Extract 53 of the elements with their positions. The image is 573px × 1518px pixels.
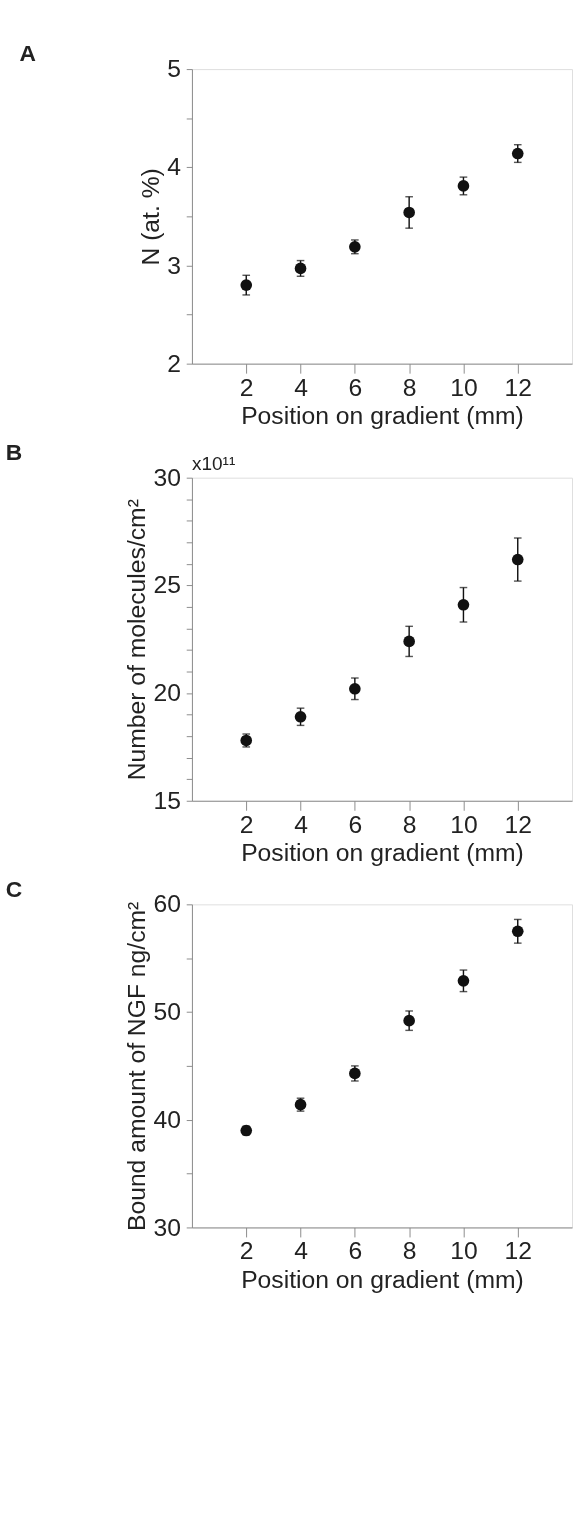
point bbox=[403, 1014, 415, 1027]
y-axis-title: N (at. %) bbox=[136, 168, 164, 266]
y-tick-label: 30 bbox=[153, 1213, 182, 1241]
point bbox=[457, 598, 470, 611]
x-tick-label: 4 bbox=[294, 373, 308, 401]
chart-title: A bbox=[19, 40, 36, 67]
y-tick-label: 4 bbox=[167, 153, 182, 181]
y-tick-label: 20 bbox=[153, 679, 182, 707]
x-tick-label: 10 bbox=[450, 1237, 478, 1265]
x-axis-title: Position on gradient (mm) bbox=[241, 1265, 524, 1293]
y-axis-title: Number of molecules/cm² bbox=[122, 499, 150, 781]
x-tick-label: 8 bbox=[402, 810, 417, 838]
x-tick-label: 4 bbox=[294, 1237, 308, 1265]
point bbox=[240, 279, 253, 291]
y-tick-label: 30 bbox=[153, 463, 182, 491]
y-tick-label: 2 bbox=[167, 349, 182, 377]
x-axis-title: Position on gradient (mm) bbox=[241, 402, 524, 430]
y-tick-label: 25 bbox=[153, 571, 182, 599]
point bbox=[403, 635, 415, 648]
x-tick-label: 6 bbox=[348, 373, 363, 401]
point bbox=[457, 180, 470, 192]
point bbox=[403, 206, 415, 219]
x-tick-label: 6 bbox=[348, 1237, 363, 1265]
point bbox=[349, 682, 361, 695]
x-tick-label: 12 bbox=[504, 373, 532, 401]
x-tick-label: 2 bbox=[239, 373, 254, 401]
y-tick-label: 40 bbox=[153, 1105, 182, 1133]
y-axis-title: Bound amount of NGF ng/cm² bbox=[122, 901, 150, 1232]
chart-title: C bbox=[5, 875, 23, 902]
x-axis-title: Position on gradient (mm) bbox=[241, 839, 524, 867]
y-tick-label: 50 bbox=[153, 998, 182, 1026]
text: x10¹¹ bbox=[191, 453, 236, 475]
x-tick-label: 2 bbox=[239, 810, 254, 838]
point bbox=[457, 975, 470, 987]
x-tick-label: 8 bbox=[402, 373, 417, 401]
x-tick-label: 12 bbox=[504, 1237, 532, 1265]
point bbox=[294, 262, 307, 275]
point bbox=[511, 553, 524, 566]
x-tick-label: 4 bbox=[294, 810, 308, 838]
chart-title: B bbox=[5, 438, 23, 465]
x-tick-label: 8 bbox=[402, 1237, 417, 1265]
y-tick-label: 3 bbox=[167, 251, 182, 279]
x-tick-label: 10 bbox=[450, 373, 478, 401]
x-tick-label: 2 bbox=[239, 1237, 254, 1265]
x-tick-label: 10 bbox=[450, 810, 478, 838]
y-tick-label: 60 bbox=[153, 890, 182, 918]
y-tick-label: 5 bbox=[167, 55, 182, 83]
point bbox=[511, 147, 524, 160]
y-tick-label: 15 bbox=[153, 786, 182, 814]
point bbox=[294, 710, 307, 723]
x-tick-label: 12 bbox=[504, 810, 532, 838]
x-tick-label: 6 bbox=[348, 810, 363, 838]
point bbox=[511, 925, 524, 938]
